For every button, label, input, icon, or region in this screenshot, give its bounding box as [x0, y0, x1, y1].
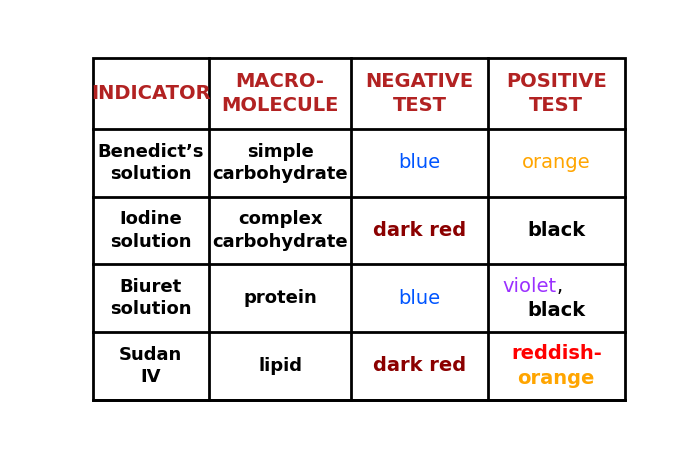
Text: dark red: dark red — [373, 221, 466, 240]
Text: MACRO-
MOLECULE: MACRO- MOLECULE — [221, 72, 339, 115]
Text: lipid: lipid — [258, 357, 302, 375]
Text: NEGATIVE
TEST: NEGATIVE TEST — [365, 72, 474, 115]
Text: Sudan
IV: Sudan IV — [119, 346, 183, 386]
Text: Biuret
solution: Biuret solution — [110, 278, 192, 318]
Text: blue: blue — [398, 289, 441, 308]
Text: orange: orange — [517, 369, 595, 387]
Text: INDICATOR: INDICATOR — [91, 84, 211, 103]
Text: reddish-: reddish- — [511, 344, 601, 363]
Text: ,: , — [556, 276, 562, 295]
Text: blue: blue — [398, 154, 441, 173]
Text: dark red: dark red — [373, 357, 466, 376]
Text: black: black — [527, 221, 585, 240]
Text: protein: protein — [243, 289, 317, 307]
Text: orange: orange — [522, 154, 591, 173]
Text: black: black — [527, 301, 585, 320]
Text: Iodine
solution: Iodine solution — [110, 211, 192, 251]
Text: simple
carbohydrate: simple carbohydrate — [212, 143, 348, 183]
Text: POSITIVE
TEST: POSITIVE TEST — [506, 72, 607, 115]
Text: violet: violet — [502, 276, 556, 295]
Text: complex
carbohydrate: complex carbohydrate — [212, 211, 348, 251]
Text: Benedict’s
solution: Benedict’s solution — [97, 143, 204, 183]
